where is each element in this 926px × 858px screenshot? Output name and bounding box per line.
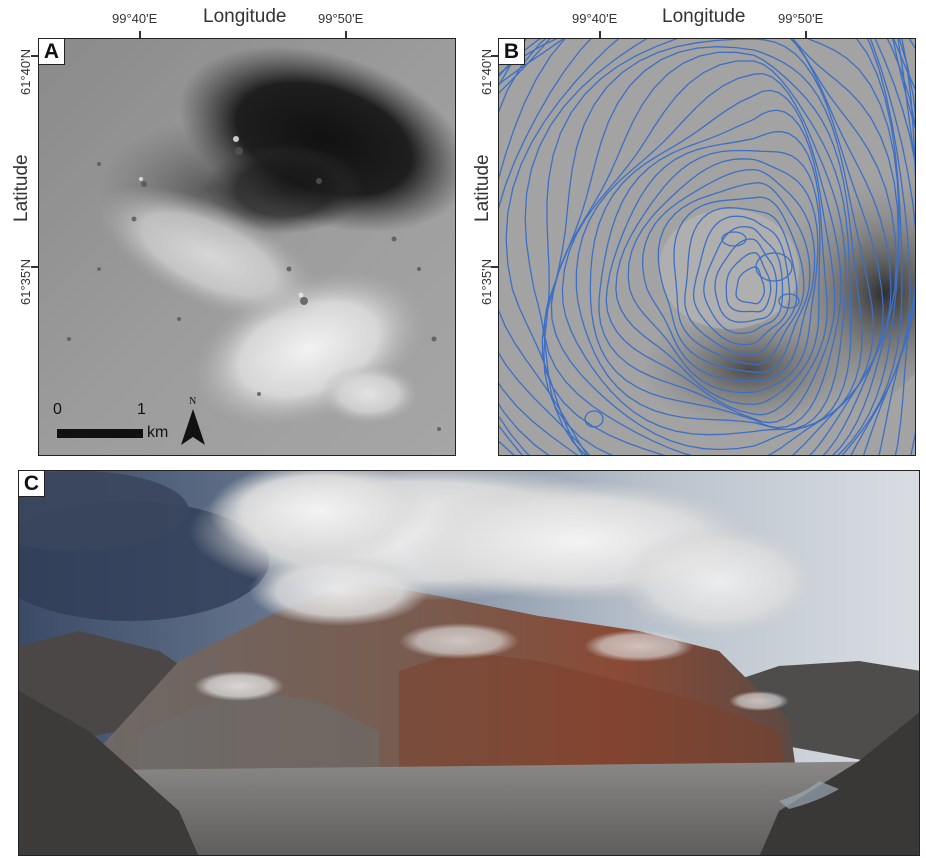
contour-line [714, 238, 778, 323]
scale-bar-start-label: 0 [53, 401, 62, 418]
north-arrow-label: N [189, 396, 197, 407]
contour-line [641, 168, 816, 382]
contour-line [615, 149, 821, 406]
contour-line [755, 252, 793, 282]
contour-line [673, 196, 805, 366]
contour-line [703, 225, 784, 335]
lunar-surface-image [39, 39, 455, 455]
contour-line [541, 39, 884, 455]
contour-line [627, 158, 819, 394]
contour-line [778, 293, 800, 309]
contour-line [575, 72, 847, 431]
panel-a-y-tickmark-2 [31, 266, 39, 268]
panel-c-volcano-photo: C [18, 470, 920, 856]
panel-a-x-axis-title: Longitude [203, 6, 287, 27]
contour-line [524, 39, 897, 455]
contour-line [657, 182, 811, 374]
contour-line [584, 410, 604, 428]
north-arrow-icon [181, 409, 205, 445]
contour-line [684, 207, 798, 356]
panel-a-x-tick-2: 99°50'E [318, 11, 364, 26]
contour-line [505, 39, 900, 455]
scale-bar-end-label: 1 [137, 401, 146, 418]
contour-line [499, 39, 900, 455]
panel-b-x-tick-1: 99°40'E [572, 11, 618, 26]
panel-a-x-tickmark-1 [139, 31, 141, 39]
panel-a-y-axis-title: Latitude [11, 154, 32, 222]
panel-b-label: B [499, 39, 525, 65]
contour-line [543, 39, 892, 455]
contour-line [598, 109, 836, 424]
panel-b-y-tickmark-2 [491, 266, 499, 268]
panel-c-label: C [19, 471, 45, 497]
contour-line [692, 215, 791, 346]
panel-b-y-tickmark-1 [491, 55, 499, 57]
panel-a-x-tick-1: 99°40'E [112, 11, 158, 26]
panel-b-x-tickmark-2 [805, 31, 807, 39]
scale-bar [57, 429, 143, 438]
contour-line [735, 266, 766, 305]
panel-a-y-tickmark-1 [31, 55, 39, 57]
contour-line [605, 131, 828, 416]
volcanic-dome-photo [19, 471, 919, 855]
contour-line [725, 252, 772, 313]
panel-b-contour-map: B [498, 38, 916, 456]
contour-map-image [499, 39, 915, 455]
contour-line [721, 231, 747, 247]
contour-line [589, 89, 842, 429]
panel-a-lunar-image: A 0 1 km N [38, 38, 456, 456]
panel-b-x-tick-2: 99°50'E [778, 11, 824, 26]
contour-line [544, 46, 874, 455]
panel-b-y-axis-title: Latitude [472, 154, 493, 222]
panel-a-label: A [39, 39, 65, 65]
scale-bar-unit-label: km [147, 424, 169, 441]
panel-b-x-axis-title: Longitude [662, 6, 746, 27]
panel-a-x-tickmark-2 [345, 31, 347, 39]
panel-b-x-tickmark-1 [599, 31, 601, 39]
